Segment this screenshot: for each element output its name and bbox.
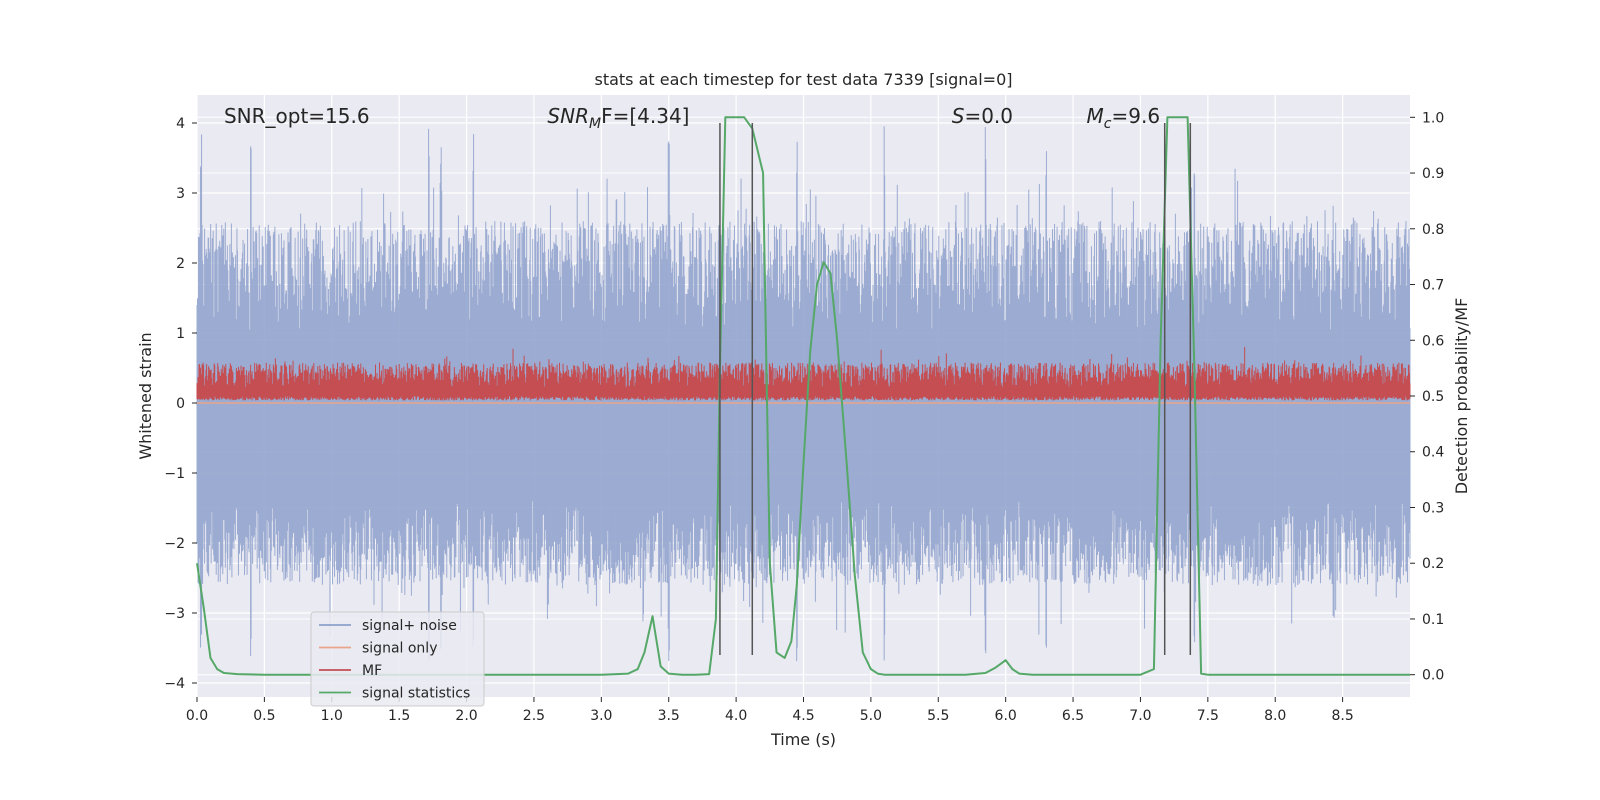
x-tick-label: 3.0 — [590, 708, 612, 724]
annotation-rest: =0.0 — [964, 104, 1013, 128]
y-left-tick-label: 4 — [176, 116, 185, 132]
x-tick-label: 2.5 — [523, 708, 545, 724]
legend-label: MF — [362, 663, 382, 679]
y-right-tick-label: 0.8 — [1422, 222, 1444, 238]
x-tick-label: 3.5 — [658, 708, 680, 724]
mf-line — [196, 346, 1411, 401]
y-left-tick-label: 0 — [176, 396, 185, 412]
y-left-tick-label: −2 — [164, 536, 185, 552]
y-right-tick-label: 0.6 — [1422, 333, 1444, 349]
x-tick-label: 1.5 — [388, 708, 410, 724]
y-axis-right-ticks: 0.0 0.1 0.2 0.3 0.4 0.5 0.6 0.7 0.8 0.9 1.0 — [1410, 110, 1444, 684]
y-right-tick-label: 0.7 — [1422, 278, 1444, 294]
y-left-tick-label: 2 — [176, 256, 185, 272]
y-left-tick-label: 1 — [176, 326, 185, 342]
y-right-tick-label: 0.9 — [1422, 166, 1444, 182]
annotations: SNR_opt=15.6 SNRMF=[4.34] S=0.0 Mc=9.6 — [224, 104, 1160, 132]
legend-label: signal only — [362, 641, 437, 657]
annotation-text: Mc=9.6 — [1087, 104, 1161, 132]
x-axis-ticks: 0.0 0.5 1.0 1.5 2.0 2.5 3.0 3.5 4.0 4.5 5.0 5.5 6.0 6… — [186, 697, 1354, 724]
y-right-tick-label: 0.4 — [1422, 445, 1444, 461]
x-tick-label: 4.0 — [725, 708, 747, 724]
y-axis-left-ticks: −4 −3 −2 −1 0 1 2 3 4 — [164, 116, 197, 692]
chart-title: stats at each timestep for test data 733… — [594, 70, 1012, 89]
annotation-subscript: c — [1104, 116, 1112, 132]
signal-statistics-line — [196, 116, 1410, 676]
annotation-text: SNRMF=[4.34] — [547, 104, 689, 132]
y-left-tick-label: −3 — [164, 606, 185, 622]
annotation-rest: =9.6 — [1112, 104, 1161, 128]
y-right-tick-label: 0.2 — [1422, 556, 1444, 572]
x-tick-label: 6.0 — [995, 708, 1017, 724]
y-axis-right-label: Detection probability/MF — [1452, 298, 1471, 495]
x-tick-label: 5.5 — [927, 708, 949, 724]
annotation-main: S — [952, 104, 965, 128]
x-tick-label: 7.5 — [1197, 708, 1219, 724]
annotation-main: SNR — [547, 104, 589, 128]
x-tick-label: 5.0 — [860, 708, 882, 724]
x-tick-label: 0.0 — [186, 708, 208, 724]
mf-series — [196, 346, 1411, 401]
y-right-tick-label: 0.1 — [1422, 612, 1444, 628]
legend-label: signal+ noise — [362, 618, 457, 634]
annotation-subscript: M — [589, 116, 601, 132]
x-tick-label: 7.0 — [1129, 708, 1151, 724]
y-left-tick-label: 3 — [176, 186, 185, 202]
x-tick-label: 0.5 — [253, 708, 275, 724]
y-left-tick-label: −4 — [164, 676, 185, 692]
annotation-rest: F=[4.34] — [601, 104, 689, 128]
x-tick-label: 6.5 — [1062, 708, 1084, 724]
x-tick-label: 1.0 — [321, 708, 343, 724]
y-right-tick-label: 0.0 — [1422, 668, 1444, 684]
y-left-tick-label: −1 — [164, 466, 185, 482]
event-markers — [719, 123, 1192, 655]
x-tick-label: 4.5 — [792, 708, 814, 724]
y-right-tick-label: 1.0 — [1422, 110, 1444, 126]
x-tick-label: 8.5 — [1331, 708, 1353, 724]
legend-label: signal statistics — [362, 686, 470, 702]
y-right-tick-label: 0.5 — [1422, 389, 1444, 405]
annotation-main: M — [1087, 104, 1104, 128]
legend-box — [310, 611, 485, 707]
x-axis-label: Time (s) — [770, 730, 836, 749]
y-right-tick-label: 0.3 — [1422, 500, 1444, 516]
y-axis-left-label: Whitened strain — [136, 332, 155, 459]
annotation-text: S=0.0 — [952, 104, 1013, 128]
signal-statistics-series — [196, 116, 1410, 676]
x-tick-label: 8.0 — [1264, 708, 1286, 724]
x-tick-label: 2.0 — [455, 708, 477, 724]
legend: signal+ noise signal only MF signal statist… — [310, 611, 485, 707]
annotation-text: SNR_opt=15.6 — [224, 104, 370, 128]
